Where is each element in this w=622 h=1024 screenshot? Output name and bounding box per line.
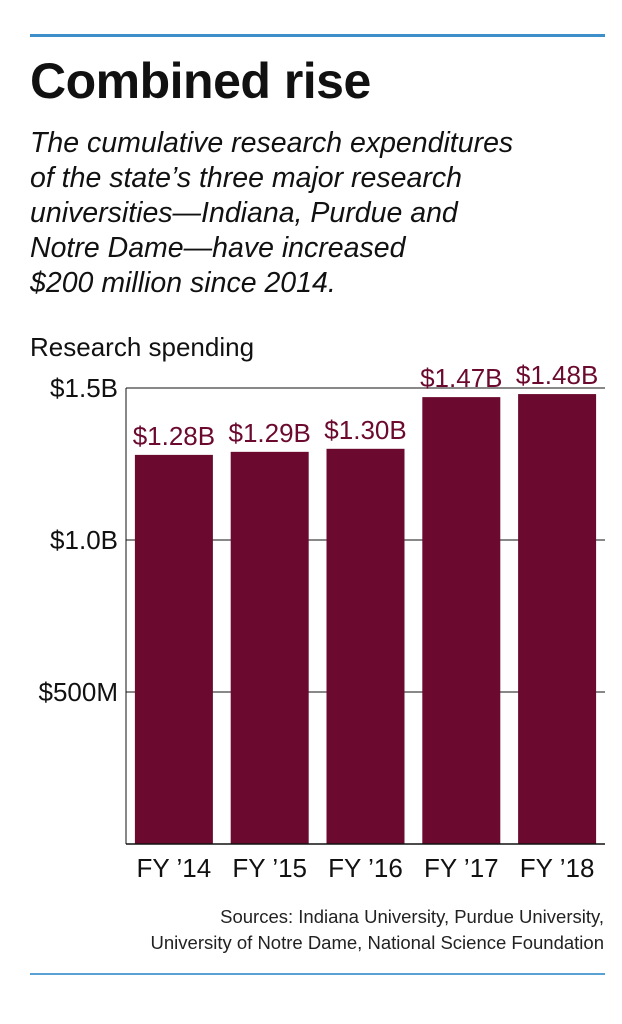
bar bbox=[422, 397, 501, 844]
y-tick-label: $500M bbox=[39, 677, 119, 707]
top-rule bbox=[30, 34, 605, 37]
bar bbox=[134, 454, 213, 844]
x-tick-label: FY ’18 bbox=[520, 853, 595, 883]
x-tick-label: FY ’17 bbox=[424, 853, 499, 883]
bar bbox=[518, 394, 597, 844]
source-note: Sources: Indiana University, Purdue Univ… bbox=[150, 906, 604, 953]
chart-title: Combined rise bbox=[30, 53, 371, 109]
bar bbox=[230, 451, 309, 844]
y-tick-labels: $500M $1.0B $1.5B bbox=[39, 373, 119, 707]
value-label: $1.29B bbox=[228, 418, 310, 448]
y-tick-label: $1.0B bbox=[50, 525, 118, 555]
value-labels: $1.28B $1.29B $1.30B $1.47B $1.48B bbox=[133, 360, 599, 451]
value-label: $1.47B bbox=[420, 363, 502, 393]
x-tick-label: FY ’16 bbox=[328, 853, 403, 883]
chart-subtitle: The cumulative research expenditures of … bbox=[30, 127, 514, 299]
bottom-rule bbox=[30, 973, 605, 975]
value-label: $1.28B bbox=[133, 421, 215, 451]
y-axis-label: Research spending bbox=[30, 332, 254, 362]
x-tick-label: FY ’14 bbox=[137, 853, 212, 883]
x-tick-label: FY ’15 bbox=[232, 853, 307, 883]
x-tick-labels: FY ’14 FY ’15 FY ’16 FY ’17 FY ’18 bbox=[137, 853, 595, 883]
value-label: $1.30B bbox=[324, 415, 406, 445]
bars bbox=[134, 394, 597, 844]
bar bbox=[326, 448, 405, 844]
value-label: $1.48B bbox=[516, 360, 598, 390]
y-tick-label: $1.5B bbox=[50, 373, 118, 403]
